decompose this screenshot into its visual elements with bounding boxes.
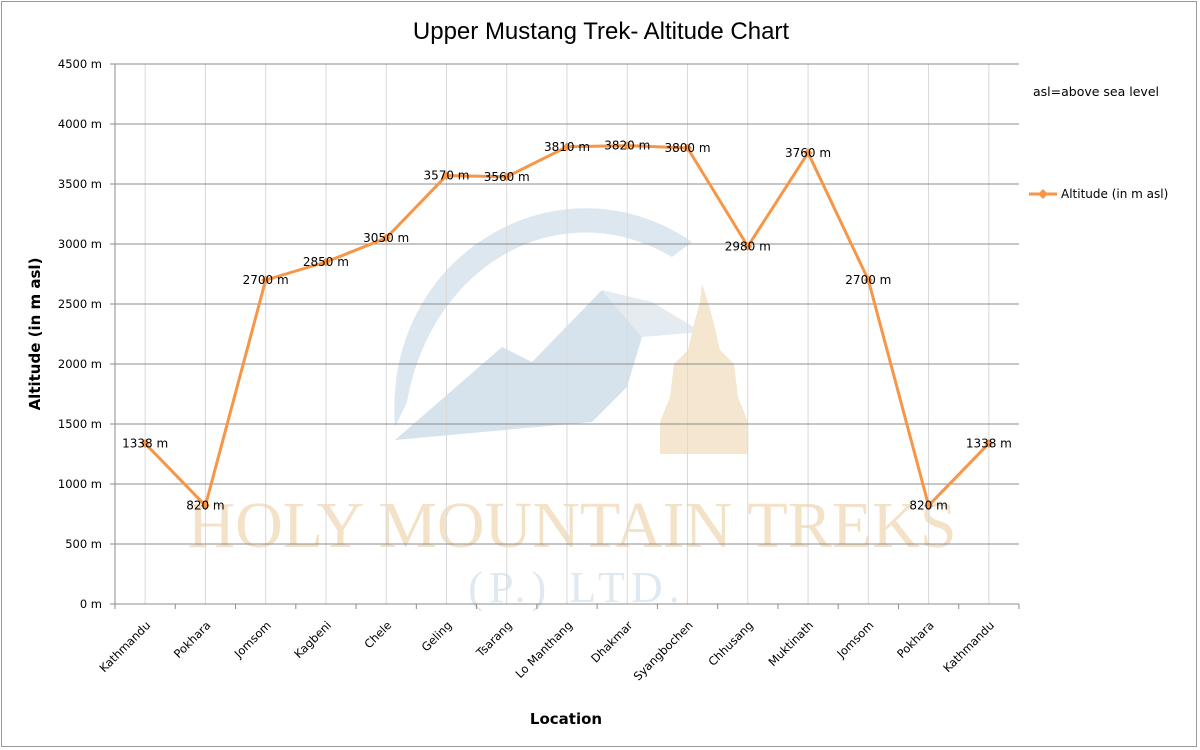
data-point (261, 275, 271, 285)
data-point (381, 233, 391, 243)
legend-marker (1038, 189, 1048, 199)
data-label: 1338 m (966, 436, 1012, 450)
x-category-label: Syangbochen (631, 618, 696, 683)
data-label: 2980 m (725, 239, 771, 253)
data-point (200, 501, 210, 511)
x-category-label: Dhakmar (588, 618, 635, 665)
y-tick-label: 3500 m (58, 177, 102, 191)
x-category-label: Chele (361, 618, 394, 651)
data-label: 3050 m (363, 231, 409, 245)
series-altitude (140, 141, 994, 511)
x-category-label: Lo Manthang (512, 618, 575, 681)
y-tick-label: 2000 m (58, 357, 102, 371)
y-tick-label: 4500 m (58, 57, 102, 71)
x-category-label: Chhusang (705, 618, 756, 669)
data-point (140, 438, 150, 448)
y-tick-label: 1000 m (58, 477, 102, 491)
y-tick-label: 2500 m (58, 297, 102, 311)
y-tick-label: 1500 m (58, 417, 102, 431)
y-tick-label: 0 m (80, 597, 102, 611)
y-axis-ticks: 0 m 500 m 1000 m 1500 m 2000 m 2500 m 3000 m 35… (58, 57, 115, 611)
watermark-text-line2: (P.) LTD. (468, 563, 685, 612)
data-label: 3570 m (423, 169, 469, 183)
data-label: 2700 m (243, 273, 289, 287)
data-point (863, 275, 873, 285)
data-labels: 1338 m 820 m 2700 m 2850 m 3050 m 3570 m 3560 … (122, 139, 1012, 513)
data-point (622, 141, 632, 151)
x-category-label: Tsarang (473, 618, 515, 660)
data-label: 3800 m (665, 141, 711, 155)
x-category-label: Jomsom (231, 618, 274, 661)
data-point (924, 501, 934, 511)
watermark-stupa (660, 284, 748, 454)
data-point (803, 148, 813, 158)
x-category-label: Geling (419, 618, 455, 654)
x-category-label: Kagbeni (291, 618, 334, 661)
watermark-mountain (395, 290, 642, 440)
data-label: 2850 m (303, 255, 349, 269)
y-tick-label: 500 m (65, 537, 102, 551)
data-label: 820 m (909, 499, 947, 513)
data-label: 3820 m (604, 139, 650, 153)
data-label: 3810 m (544, 140, 590, 154)
y-tick-label: 4000 m (58, 117, 102, 131)
watermark-text-line1: HOLY MOUNTAIN TREKS (187, 489, 956, 562)
data-label: 1338 m (122, 436, 168, 450)
y-axis-title: Altitude (in m asl) (26, 258, 44, 411)
data-label: 3560 m (484, 170, 530, 184)
axes (114, 64, 1019, 605)
x-category-label: Kathmandu (940, 618, 997, 675)
data-point (683, 143, 693, 153)
data-label: 820 m (186, 499, 224, 513)
x-axis-title: Location (530, 710, 602, 728)
legend: Altitude (in m asl) (1029, 187, 1168, 201)
data-label: 3760 m (785, 146, 831, 160)
chart-title: Upper Mustang Trek- Altitude Chart (413, 18, 790, 45)
data-point (502, 172, 512, 182)
x-category-label: Pokhara (894, 618, 937, 661)
grid (115, 63, 1019, 604)
data-point (441, 171, 451, 181)
data-label: 2700 m (845, 273, 891, 287)
data-point (743, 241, 753, 251)
data-point (984, 438, 994, 448)
x-category-label: Jomsom (833, 618, 876, 661)
data-point (562, 142, 572, 152)
y-tick-label: 3000 m (58, 237, 102, 251)
asl-note: asl=above sea level (1033, 84, 1159, 99)
x-category-label: Kathmandu (96, 618, 153, 675)
x-category-label: Muktinath (765, 618, 816, 669)
x-category-label: Pokhara (171, 618, 214, 661)
watermark-arc (394, 208, 692, 427)
watermark-logo: HOLY MOUNTAIN TREKS (P.) LTD. (187, 208, 957, 612)
legend-label: Altitude (in m asl) (1061, 187, 1168, 201)
x-axis-ticks: Kathmandu Pokhara Jomsom Kagbeni Chele Geling… (96, 604, 1020, 683)
data-point (321, 257, 331, 267)
